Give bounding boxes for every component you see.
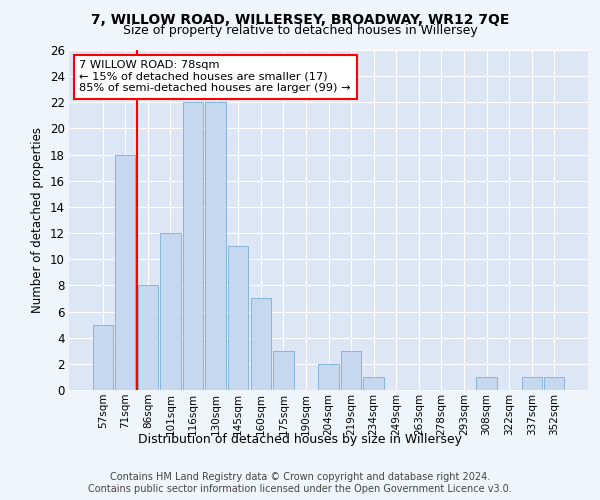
Bar bbox=[228, 246, 248, 390]
Text: Distribution of detached houses by size in Willersey: Distribution of detached houses by size … bbox=[138, 432, 462, 446]
Text: 7 WILLOW ROAD: 78sqm
← 15% of detached houses are smaller (17)
85% of semi-detac: 7 WILLOW ROAD: 78sqm ← 15% of detached h… bbox=[79, 60, 351, 94]
Text: Contains public sector information licensed under the Open Government Licence v3: Contains public sector information licen… bbox=[88, 484, 512, 494]
Bar bbox=[521, 377, 542, 390]
Text: Size of property relative to detached houses in Willersey: Size of property relative to detached ho… bbox=[122, 24, 478, 37]
Bar bbox=[476, 377, 497, 390]
Bar bbox=[251, 298, 271, 390]
Bar bbox=[319, 364, 338, 390]
Bar bbox=[205, 102, 226, 390]
Text: 7, WILLOW ROAD, WILLERSEY, BROADWAY, WR12 7QE: 7, WILLOW ROAD, WILLERSEY, BROADWAY, WR1… bbox=[91, 12, 509, 26]
Bar bbox=[544, 377, 565, 390]
Bar bbox=[92, 324, 113, 390]
Bar bbox=[341, 351, 361, 390]
Y-axis label: Number of detached properties: Number of detached properties bbox=[31, 127, 44, 313]
Text: Contains HM Land Registry data © Crown copyright and database right 2024.: Contains HM Land Registry data © Crown c… bbox=[110, 472, 490, 482]
Bar bbox=[115, 154, 136, 390]
Bar bbox=[160, 233, 181, 390]
Bar bbox=[273, 351, 293, 390]
Bar bbox=[138, 286, 158, 390]
Bar bbox=[364, 377, 384, 390]
Bar bbox=[183, 102, 203, 390]
